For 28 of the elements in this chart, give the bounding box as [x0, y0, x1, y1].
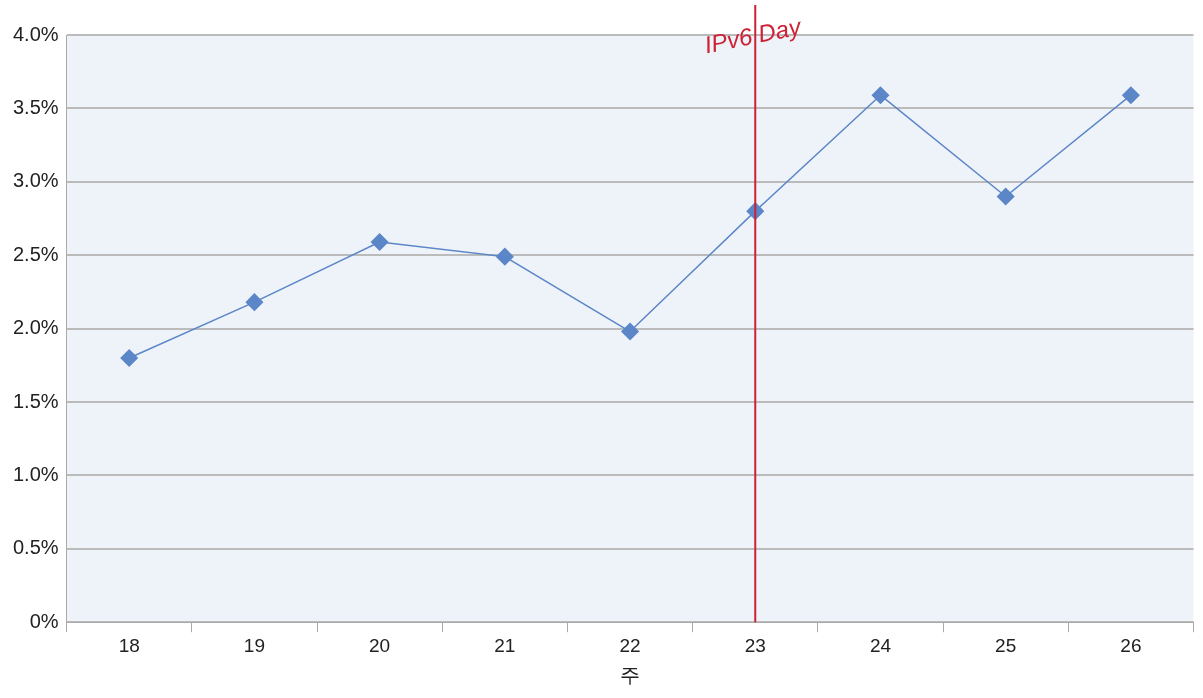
point: [996, 187, 1015, 206]
point: [120, 349, 138, 367]
ref-line-label: IPv6 Day: [702, 12, 805, 59]
x-tick-label: 18: [118, 634, 140, 656]
y-tick-label: 0%: [29, 609, 59, 632]
x-tick-label: 22: [619, 634, 641, 656]
x-tick-label: 21: [494, 634, 516, 656]
x-axis-title: 주: [620, 663, 641, 688]
y-tick-label: 1.0%: [12, 462, 59, 485]
x-tick-label: 19: [243, 634, 265, 656]
y-tick-label: 2.0%: [12, 316, 59, 339]
y-tick-label: 4.0%: [12, 22, 59, 45]
point: [496, 247, 514, 266]
y-tick-label: 1.5%: [12, 389, 59, 412]
y-tick-label: 3.0%: [12, 169, 59, 192]
point: [1122, 86, 1140, 104]
x-tick-label: 26: [1120, 634, 1142, 656]
x-tick-label: 23: [744, 634, 766, 656]
point: [621, 322, 639, 341]
y-tick-label: 3.5%: [12, 95, 59, 118]
y-tick-label: 0.5%: [12, 536, 59, 559]
point: [370, 233, 389, 251]
x-tick-label: 25: [995, 634, 1017, 656]
y-tick-label: 2.5%: [12, 242, 59, 265]
x-tick-label: 20: [369, 634, 391, 656]
point: [871, 86, 890, 104]
point: [245, 293, 264, 311]
x-tick-label: 24: [869, 634, 892, 656]
